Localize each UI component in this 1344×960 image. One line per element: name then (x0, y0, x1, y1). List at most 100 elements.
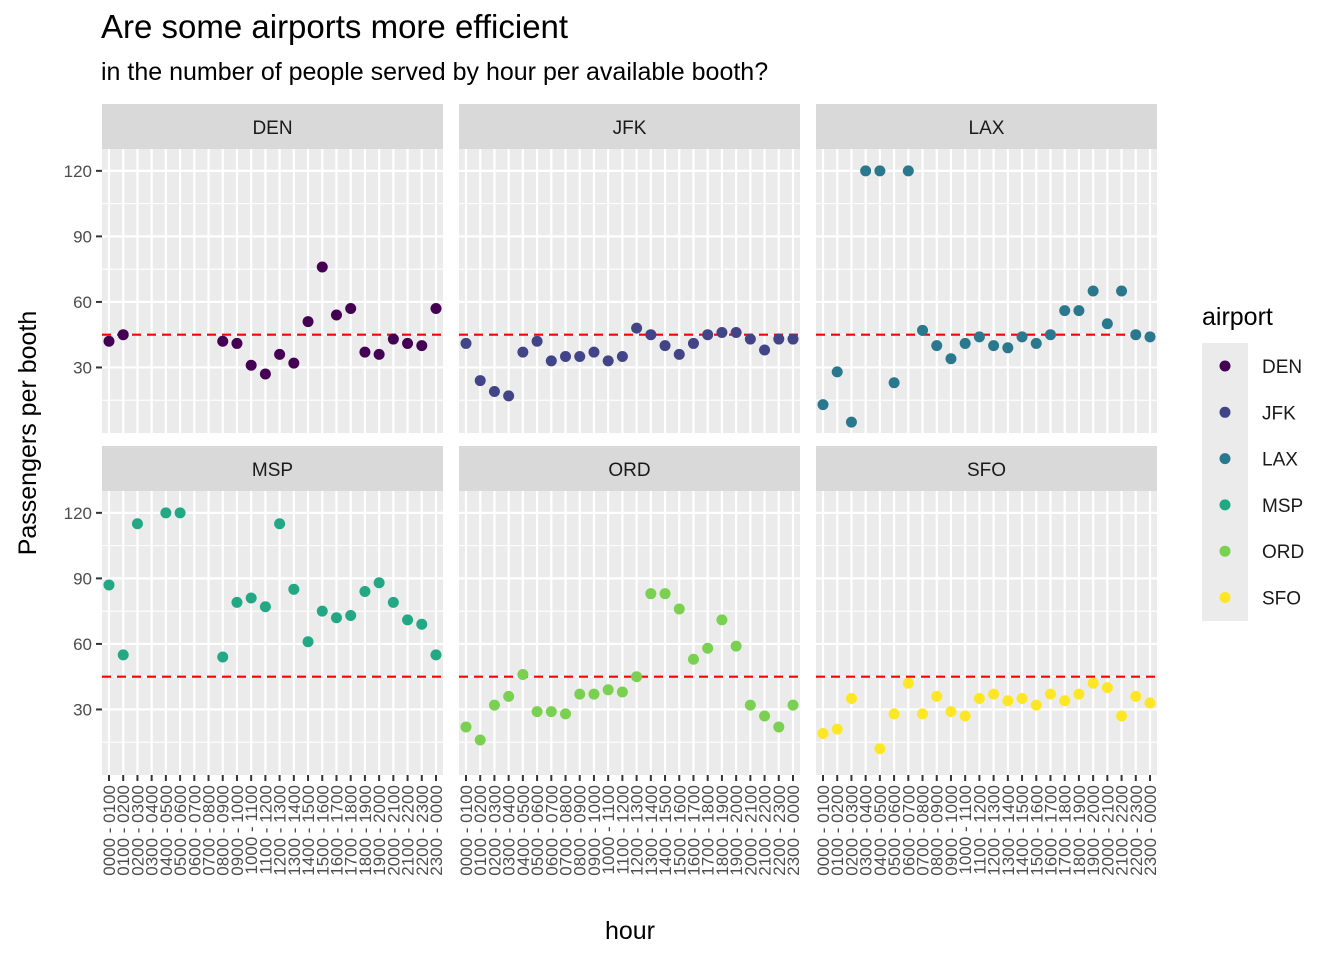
data-point-sfo (959, 710, 971, 722)
data-point-lax (1116, 285, 1128, 297)
legend-key-lax (1219, 453, 1231, 465)
data-point-ord (503, 690, 515, 702)
x-tick-label: 2200 - 2300 (413, 785, 432, 876)
x-tick-label: 2100 - 2200 (399, 785, 418, 876)
x-tick-label: 0600 - 0700 (899, 785, 918, 876)
x-tick-label: 2300 - 0000 (1141, 785, 1160, 876)
legend-key-background (1202, 343, 1248, 621)
legend-label-lax: LAX (1262, 450, 1298, 471)
legend-label-den: DEN (1262, 357, 1302, 378)
y-tick-label: 90 (73, 569, 92, 588)
facet-strip-jfk (459, 104, 800, 149)
data-point-lax (845, 416, 857, 428)
data-point-msp (302, 636, 314, 648)
facet-label-ord: ORD (608, 460, 650, 481)
x-tick-label: 1800 - 1900 (713, 785, 732, 876)
legend-label-msp: MSP (1262, 496, 1303, 517)
x-tick-label: 1900 - 2000 (1084, 785, 1103, 876)
data-point-jfk (787, 333, 799, 345)
facet-strip-ord (459, 446, 800, 491)
x-tick-label: 0600 - 0700 (185, 785, 204, 876)
data-point-sfo (1144, 697, 1156, 709)
legend-key-ord (1219, 545, 1231, 557)
y-tick-label: 90 (73, 227, 92, 246)
facet-label-den: DEN (252, 118, 292, 139)
x-tick-label: 1500 - 1600 (1027, 785, 1046, 876)
data-point-sfo (888, 708, 900, 720)
data-point-ord (744, 699, 756, 711)
data-point-sfo (1073, 688, 1085, 700)
y-tick-label: 60 (73, 635, 92, 654)
x-tick-label: 1900 - 2000 (370, 785, 389, 876)
data-point-sfo (917, 708, 929, 720)
data-point-lax (817, 399, 829, 411)
data-point-sfo (874, 743, 886, 755)
facet-strip-den (102, 104, 443, 149)
x-tick-label: 2000 - 2100 (1098, 785, 1117, 876)
data-point-jfk (574, 351, 586, 363)
legend-label-sfo: SFO (1262, 589, 1301, 610)
data-point-lax (1101, 318, 1113, 330)
data-point-sfo (1101, 682, 1113, 694)
data-point-msp (259, 601, 271, 613)
data-point-jfk (531, 335, 543, 347)
data-point-msp (330, 612, 342, 624)
x-tick-label: 0000 - 0100 (457, 785, 476, 876)
legend-title: airport (1202, 303, 1273, 331)
legend-key-msp (1219, 499, 1231, 511)
x-tick-label: 1200 - 1300 (985, 785, 1004, 876)
data-point-ord (545, 706, 557, 718)
data-point-den (259, 368, 271, 380)
x-tick-label: 1300 - 1400 (999, 785, 1018, 876)
data-point-msp (217, 651, 229, 663)
x-tick-label: 0800 - 0900 (928, 785, 947, 876)
x-tick-label: 0600 - 0700 (542, 785, 561, 876)
x-tick-label: 0200 - 0300 (128, 785, 147, 876)
data-point-msp (103, 579, 115, 591)
data-point-ord (631, 671, 643, 683)
x-tick-label: 1100 - 1200 (256, 785, 275, 874)
data-point-sfo (1116, 710, 1128, 722)
data-point-lax (888, 377, 900, 389)
data-point-ord (730, 640, 742, 652)
facet-label-sfo: SFO (967, 460, 1006, 481)
x-tick-label: 0300 - 0400 (857, 785, 876, 876)
x-tick-label: 0900 - 1000 (228, 785, 247, 876)
x-tick-label: 1100 - 1200 (970, 785, 989, 874)
x-tick-label: 1700 - 1800 (1056, 785, 1075, 876)
x-tick-label: 2000 - 2100 (384, 785, 403, 876)
data-point-msp (316, 605, 328, 617)
data-point-jfk (545, 355, 557, 367)
data-point-jfk (517, 346, 529, 358)
data-point-ord (673, 603, 685, 615)
data-point-jfk (631, 322, 643, 334)
data-point-den (217, 335, 229, 347)
data-point-msp (416, 618, 428, 630)
facet-strip-lax (816, 104, 1157, 149)
data-point-sfo (1130, 690, 1142, 702)
data-point-jfk (602, 355, 614, 367)
data-point-sfo (1059, 695, 1071, 707)
panel-background-msp (102, 491, 443, 775)
data-point-jfk (702, 329, 714, 341)
data-point-den (359, 346, 371, 358)
x-tick-label: 0200 - 0300 (842, 785, 861, 876)
data-point-sfo (1030, 699, 1042, 711)
facet-label-msp: MSP (252, 460, 293, 481)
x-tick-label: 1300 - 1400 (285, 785, 304, 876)
x-tick-label: 0500 - 0600 (528, 785, 547, 876)
data-point-ord (616, 686, 628, 698)
x-tick-label: 0400 - 0500 (514, 785, 533, 876)
y-tick-label: 120 (64, 504, 92, 523)
x-tick-label: 1000 - 1100 (599, 785, 618, 874)
x-tick-label: 0000 - 0100 (814, 785, 833, 876)
x-tick-label: 1800 - 1900 (356, 785, 375, 876)
data-point-lax (1059, 305, 1071, 317)
x-tick-label: 1900 - 2000 (727, 785, 746, 876)
data-point-jfk (503, 390, 515, 402)
x-tick-label: 0200 - 0300 (485, 785, 504, 876)
data-point-sfo (902, 677, 914, 689)
facet-label-lax: LAX (969, 118, 1005, 139)
data-point-msp (231, 596, 243, 608)
data-point-msp (288, 583, 300, 595)
